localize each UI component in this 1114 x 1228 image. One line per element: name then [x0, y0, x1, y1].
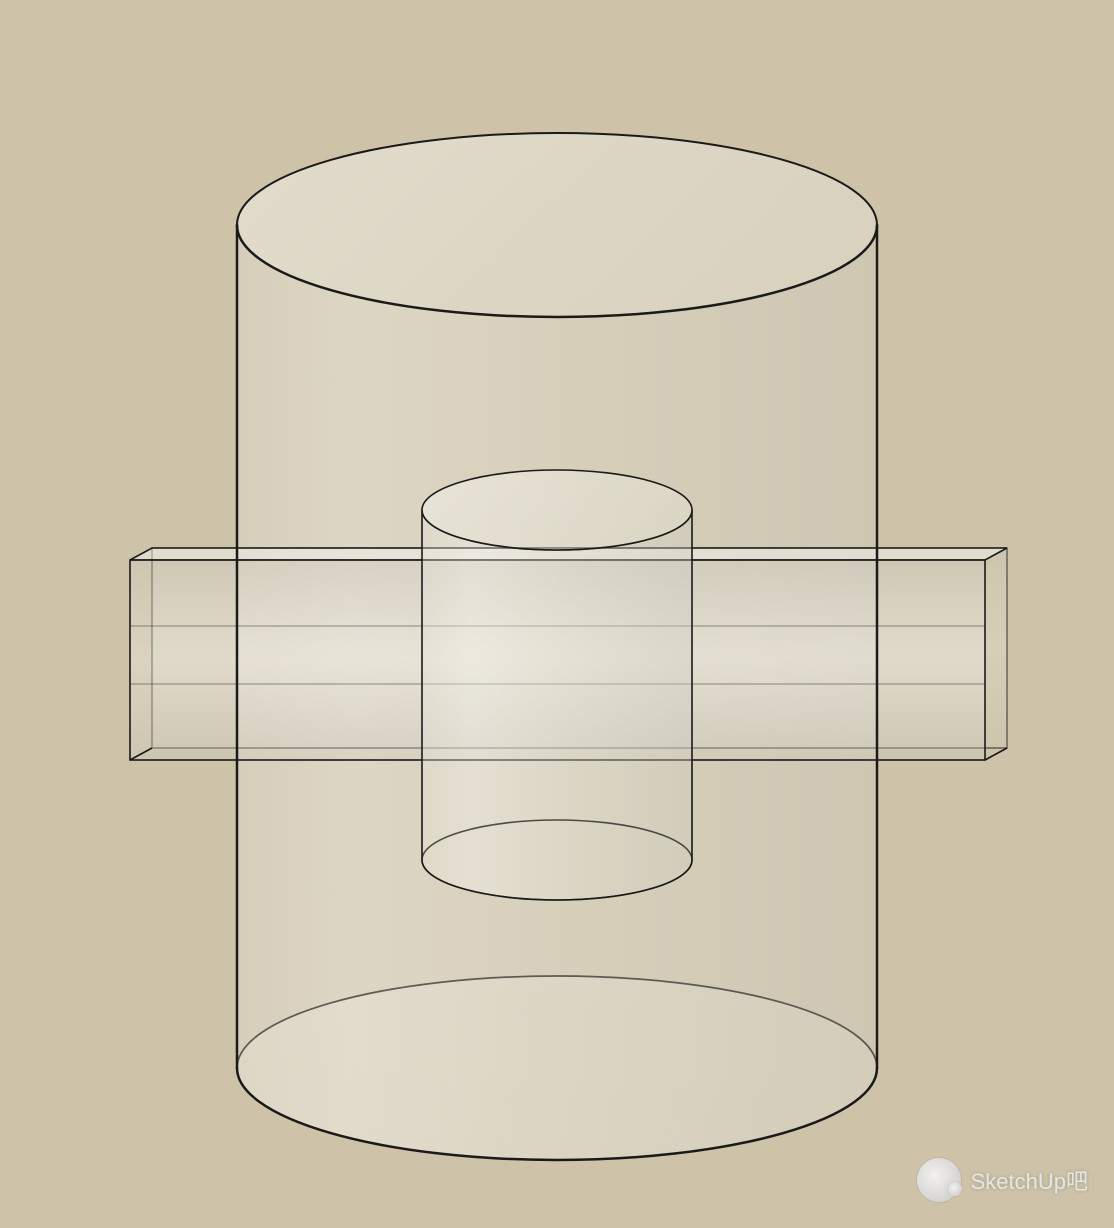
model-viewport — [0, 0, 1114, 1228]
watermark: SketchUp吧 — [917, 1158, 1088, 1202]
wechat-bubble-icon — [917, 1158, 961, 1202]
watermark-text: SketchUp吧 — [971, 1164, 1088, 1196]
inner-cylinder — [422, 470, 692, 900]
